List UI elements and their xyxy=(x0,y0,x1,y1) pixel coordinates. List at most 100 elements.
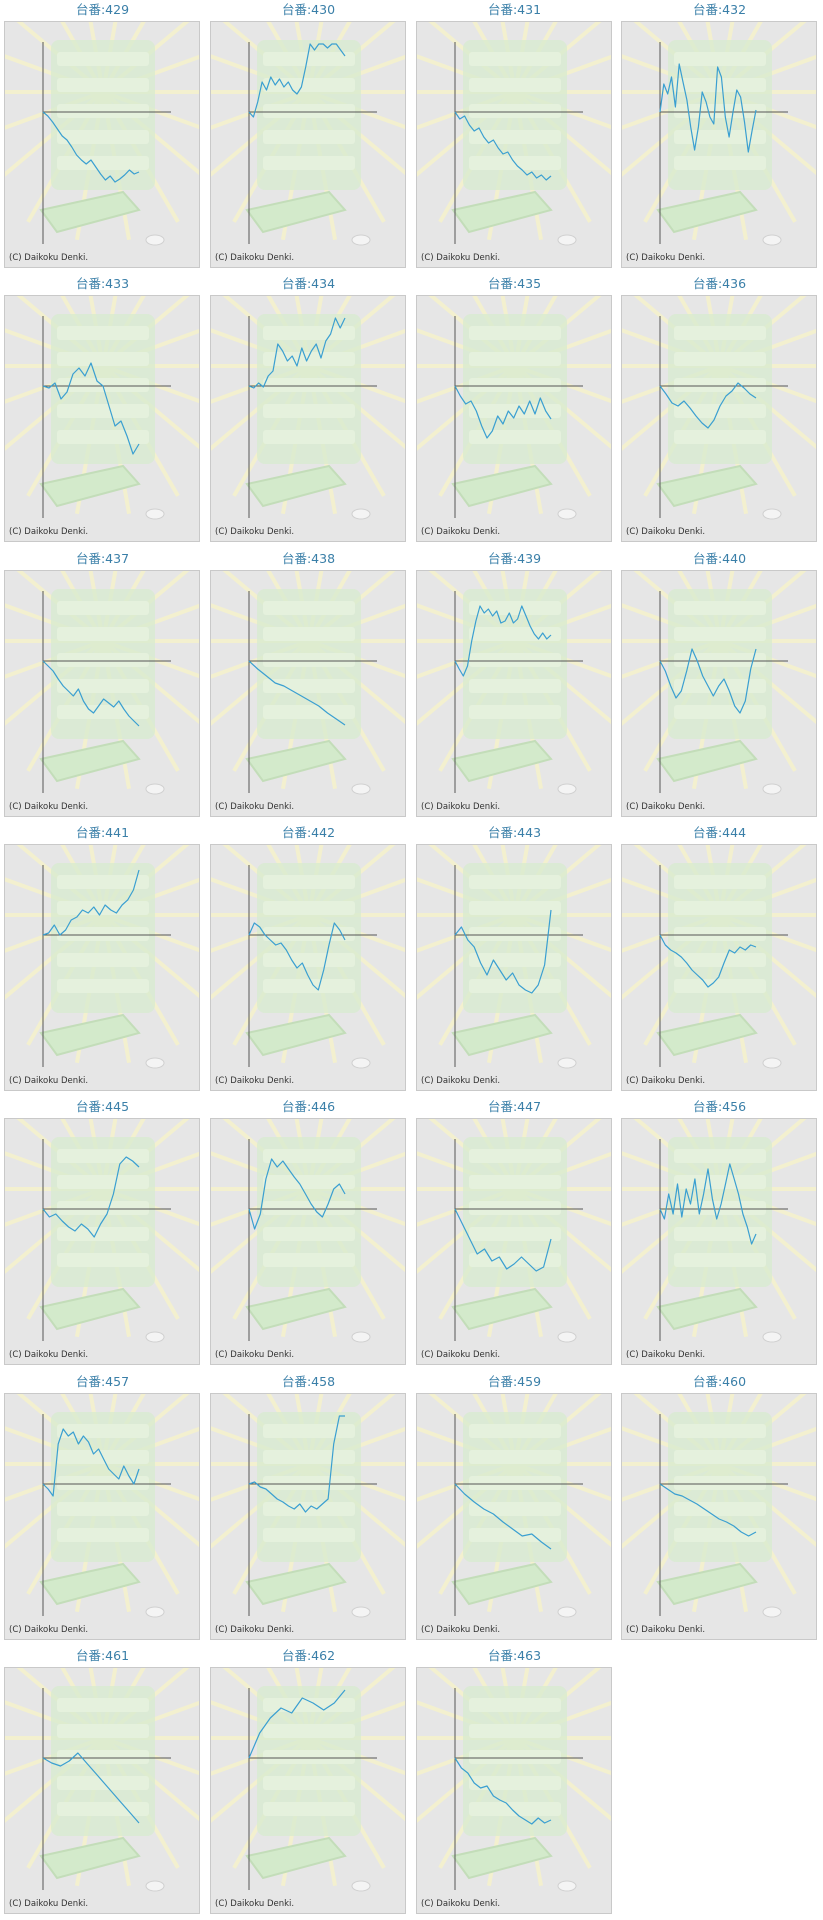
graph-panel: (C) Daikoku Denki. xyxy=(621,570,817,817)
graph-title[interactable]: 台番:441 xyxy=(75,825,130,840)
graph-plot xyxy=(5,22,199,246)
graph-title[interactable]: 台番:438 xyxy=(281,551,336,566)
copyright-text: (C) Daikoku Denki. xyxy=(421,253,501,263)
graph-title[interactable]: 台番:445 xyxy=(75,1099,130,1114)
graph-title[interactable]: 台番:432 xyxy=(692,2,747,17)
machine-reel xyxy=(674,953,766,967)
machine-reel xyxy=(674,1528,766,1542)
graph-title[interactable]: 台番:459 xyxy=(487,1374,542,1389)
graph-title[interactable]: 台番:447 xyxy=(487,1099,542,1114)
machine-tray xyxy=(656,1562,758,1606)
graph-title[interactable]: 台番:434 xyxy=(281,276,336,291)
machine-reel xyxy=(57,1253,149,1267)
machine-reel xyxy=(469,901,561,915)
machine-reel xyxy=(469,601,561,615)
graph-title[interactable]: 台番:435 xyxy=(487,276,542,291)
machine-tray xyxy=(39,1013,141,1057)
graph-title[interactable]: 台番:446 xyxy=(281,1099,336,1114)
graph-title[interactable]: 台番:458 xyxy=(281,1374,336,1389)
machine-reel xyxy=(674,1424,766,1438)
machine-reel xyxy=(57,1476,149,1490)
graph-title[interactable]: 台番:463 xyxy=(487,1648,542,1663)
graph-plot xyxy=(622,845,816,1069)
graph-title[interactable]: 台番:433 xyxy=(75,276,130,291)
graph-title[interactable]: 台番:461 xyxy=(75,1648,130,1663)
copyright-text: (C) Daikoku Denki. xyxy=(215,1350,295,1360)
graph-title[interactable]: 台番:439 xyxy=(487,551,542,566)
machine-reel xyxy=(469,130,561,144)
machine-tray xyxy=(656,190,758,234)
logo-mark xyxy=(557,783,577,795)
machine-reel xyxy=(469,1698,561,1712)
machine-reel xyxy=(57,156,149,170)
graph-panel: (C) Daikoku Denki. xyxy=(210,570,406,817)
graph-cell: 台番:439 (C) Daikoku Denki. xyxy=(412,549,617,821)
series-line xyxy=(42,111,140,183)
graph-panel: (C) Daikoku Denki. xyxy=(4,1118,200,1365)
graph-panel: (C) Daikoku Denki. xyxy=(416,570,612,817)
machine-reel xyxy=(263,404,355,418)
background-rays xyxy=(5,296,199,520)
machine-reel xyxy=(263,1201,355,1215)
graph-cell: 台番:463 (C) Daikoku Denki. xyxy=(412,1646,617,1918)
machine-reel xyxy=(469,1724,561,1738)
graph-title[interactable]: 台番:436 xyxy=(692,276,747,291)
background-rays xyxy=(5,22,199,246)
background-rays xyxy=(5,1668,199,1892)
graph-title[interactable]: 台番:440 xyxy=(692,551,747,566)
graph-title[interactable]: 台番:429 xyxy=(75,2,130,17)
graph-panel: (C) Daikoku Denki. xyxy=(416,21,612,268)
graph-title[interactable]: 台番:444 xyxy=(692,825,747,840)
background-rays xyxy=(417,296,611,520)
graph-title[interactable]: 台番:460 xyxy=(692,1374,747,1389)
graph-cell: 台番:445 (C) Daikoku Denki. xyxy=(0,1097,205,1369)
machine-reel xyxy=(263,104,355,118)
machine-reel xyxy=(57,601,149,615)
machine-tray xyxy=(245,739,347,783)
copyright-text: (C) Daikoku Denki. xyxy=(215,1899,295,1909)
machine-tray xyxy=(451,1013,553,1057)
machine-reel xyxy=(469,1502,561,1516)
graph-title[interactable]: 台番:457 xyxy=(75,1374,130,1389)
graph-panel: (C) Daikoku Denki. xyxy=(210,844,406,1091)
series-line xyxy=(659,1483,757,1537)
machine-reel xyxy=(263,627,355,641)
machine-reel xyxy=(57,1528,149,1542)
series-line xyxy=(248,660,346,726)
machine-tray xyxy=(39,1562,141,1606)
graph-title[interactable]: 台番:437 xyxy=(75,551,130,566)
machine-reel xyxy=(469,979,561,993)
copyright-text: (C) Daikoku Denki. xyxy=(421,1625,501,1635)
machine-reel xyxy=(469,653,561,667)
background-rays xyxy=(211,296,405,520)
graph-title[interactable]: 台番:431 xyxy=(487,2,542,17)
machine-reel xyxy=(263,1698,355,1712)
machine-reel xyxy=(263,78,355,92)
logo-mark xyxy=(145,508,165,520)
graph-panel: (C) Daikoku Denki. xyxy=(4,1393,200,1640)
graph-panel: (C) Daikoku Denki. xyxy=(621,1118,817,1365)
logo-mark xyxy=(557,1880,577,1892)
graph-title[interactable]: 台番:462 xyxy=(281,1648,336,1663)
graph-plot xyxy=(417,1668,611,1892)
series-line xyxy=(248,1415,345,1513)
machine-reel xyxy=(57,378,149,392)
copyright-text: (C) Daikoku Denki. xyxy=(215,527,295,537)
background-rays xyxy=(622,22,816,246)
machine-tray xyxy=(656,464,758,508)
graph-title[interactable]: 台番:456 xyxy=(692,1099,747,1114)
series-line xyxy=(42,362,140,455)
graph-title[interactable]: 台番:442 xyxy=(281,825,336,840)
machine-reel xyxy=(263,326,355,340)
graph-cell: 台番:432 (C) Daikoku Denki. xyxy=(617,0,822,272)
graph-title[interactable]: 台番:430 xyxy=(281,2,336,17)
machine-reel xyxy=(57,953,149,967)
copyright-text: (C) Daikoku Denki. xyxy=(626,802,706,812)
series-line xyxy=(248,43,346,118)
graph-title[interactable]: 台番:443 xyxy=(487,825,542,840)
machine-tray xyxy=(39,464,141,508)
graph-plot xyxy=(5,1394,199,1618)
graph-plot xyxy=(417,571,611,795)
graph-panel: (C) Daikoku Denki. xyxy=(621,21,817,268)
